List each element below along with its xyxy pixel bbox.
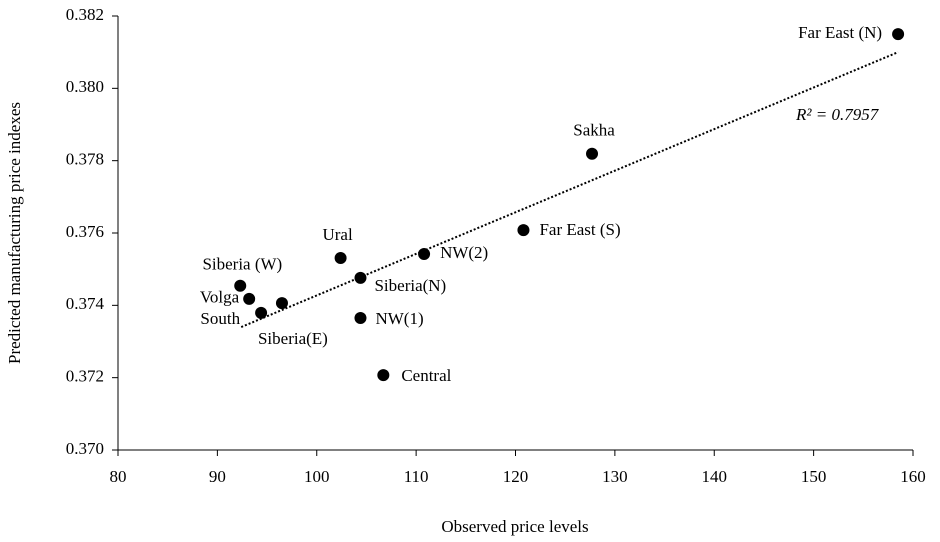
point-label: Far East (S)	[539, 220, 620, 239]
data-point	[418, 247, 431, 260]
x-tick-label: 110	[404, 467, 429, 486]
x-tick-label: 80	[110, 467, 127, 486]
x-tick-label: 130	[602, 467, 628, 486]
point-label: NW(1)	[375, 309, 423, 328]
y-tick-label: 0.378	[66, 150, 104, 169]
point-label: Far East (N)	[798, 23, 882, 42]
data-point	[334, 251, 347, 264]
x-tick-label: 90	[209, 467, 226, 486]
data-point	[354, 271, 367, 284]
point-label: Sakha	[573, 121, 615, 140]
point-label: Ural	[322, 225, 352, 244]
point-label: Siberia (W)	[202, 255, 282, 274]
data-point	[243, 292, 256, 305]
x-tick-label: 120	[503, 467, 529, 486]
point-label: NW(2)	[440, 243, 488, 262]
y-tick-label: 0.382	[66, 5, 104, 24]
x-tick-label: 140	[702, 467, 728, 486]
y-tick-label: 0.370	[66, 439, 104, 458]
data-point	[354, 311, 367, 324]
data-point	[586, 147, 599, 160]
x-axis-title: Observed price levels	[441, 517, 588, 536]
point-label: Volga	[200, 288, 240, 307]
point-label: Siberia(E)	[258, 329, 328, 348]
x-tick-label: 150	[801, 467, 827, 486]
trendline	[240, 51, 899, 328]
r-squared: R² = 0.7957	[795, 105, 880, 124]
y-axis-title: Predicted manufacturing price indexes	[5, 102, 24, 364]
y-tick-label: 0.374	[66, 294, 105, 313]
data-point	[377, 369, 390, 382]
data-point	[517, 224, 530, 237]
data-point	[234, 279, 247, 292]
y-tick-label: 0.380	[66, 77, 104, 96]
y-tick-label: 0.372	[66, 367, 104, 386]
data-point	[892, 28, 905, 41]
point-label: Central	[401, 366, 451, 385]
y-tick-label: 0.376	[66, 222, 104, 241]
point-label: Siberia(N)	[374, 276, 446, 295]
data-point	[255, 306, 268, 319]
data-point	[275, 297, 288, 310]
point-label: South	[200, 309, 240, 328]
x-tick-label: 160	[900, 467, 926, 486]
x-tick-label: 100	[304, 467, 330, 486]
